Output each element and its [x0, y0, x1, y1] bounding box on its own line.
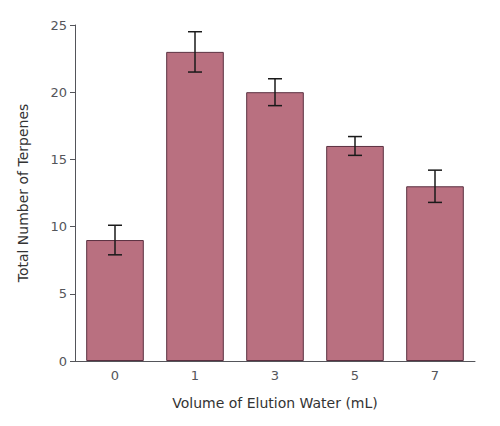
svg-text:5: 5 — [59, 286, 67, 301]
svg-text:3: 3 — [271, 368, 279, 383]
svg-text:0: 0 — [111, 368, 119, 383]
svg-text:20: 20 — [50, 85, 67, 100]
svg-text:Total Number of Terpenes: Total Number of Terpenes — [15, 104, 31, 284]
svg-text:Volume of Elution Water (mL): Volume of Elution Water (mL) — [172, 395, 378, 411]
svg-text:10: 10 — [50, 219, 67, 234]
svg-text:0: 0 — [59, 354, 67, 369]
svg-text:5: 5 — [351, 368, 359, 383]
svg-text:7: 7 — [431, 368, 439, 383]
svg-text:25: 25 — [50, 18, 67, 33]
svg-text:15: 15 — [50, 152, 67, 167]
svg-text:1: 1 — [191, 368, 199, 383]
